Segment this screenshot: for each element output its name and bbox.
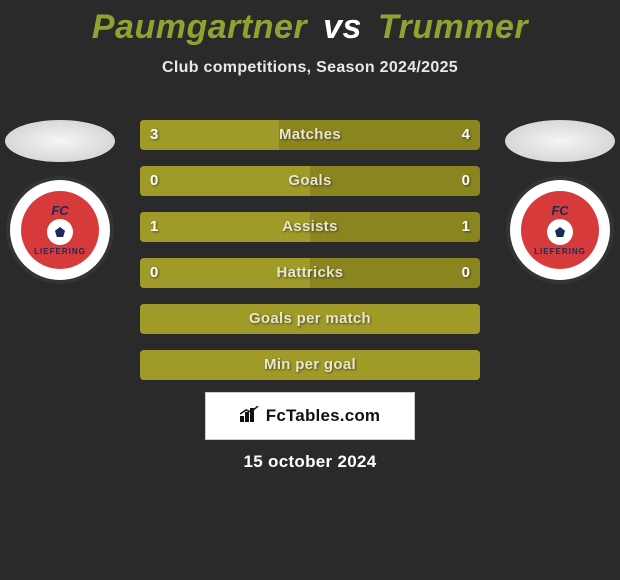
right-club-badge: FC LIEFERING bbox=[510, 180, 610, 280]
right-club-logo: FC LIEFERING bbox=[521, 191, 599, 269]
stat-left-value: 0 bbox=[140, 258, 168, 288]
stat-left-value: 0 bbox=[140, 166, 168, 196]
stat-bar-label: Goals bbox=[140, 166, 480, 196]
comparison-title: Paumgartner vs Trummer bbox=[0, 0, 620, 47]
stat-bar: Hattricks0 0 bbox=[140, 258, 480, 288]
stat-bar: Assists1 1 bbox=[140, 212, 480, 242]
stat-bar: Min per goal bbox=[140, 350, 480, 380]
right-country-badge bbox=[505, 120, 615, 162]
soccer-ball-icon bbox=[547, 219, 573, 245]
right-club-fc: FC bbox=[551, 204, 568, 217]
left-club-logo: FC LIEFERING bbox=[21, 191, 99, 269]
left-club-fc: FC bbox=[51, 204, 68, 217]
stat-bar-label: Goals per match bbox=[140, 304, 480, 334]
stat-right-value: 1 bbox=[452, 212, 480, 242]
stat-right-value: 0 bbox=[452, 166, 480, 196]
stat-bar-label: Min per goal bbox=[140, 350, 480, 380]
stat-bars: Matches34Goals00Assists11Hattricks00Goal… bbox=[140, 120, 480, 380]
soccer-ball-icon bbox=[47, 219, 73, 245]
attribution-box: FcTables.com bbox=[205, 392, 415, 440]
attribution-text: FcTables.com bbox=[266, 406, 381, 426]
stat-bar: Matches3 4 bbox=[140, 120, 480, 150]
stat-bar-label: Hattricks bbox=[140, 258, 480, 288]
right-club-name: LIEFERING bbox=[534, 247, 586, 256]
stat-bar-label: Matches bbox=[140, 120, 480, 150]
stat-right-value: 0 bbox=[452, 258, 480, 288]
left-country-badge bbox=[5, 120, 115, 162]
stat-bar: Goals0 0 bbox=[140, 166, 480, 196]
player1-name: Paumgartner bbox=[92, 8, 307, 46]
vs-text: vs bbox=[323, 8, 362, 46]
subtitle: Club competitions, Season 2024/2025 bbox=[0, 59, 620, 77]
left-club-name: LIEFERING bbox=[34, 247, 86, 256]
right-badge-column: FC LIEFERING bbox=[500, 120, 620, 280]
date-label: 15 october 2024 bbox=[0, 452, 620, 472]
stat-bar: Goals per match bbox=[140, 304, 480, 334]
stat-left-value: 3 bbox=[140, 120, 168, 150]
chart-icon bbox=[240, 406, 260, 427]
stat-left-value: 1 bbox=[140, 212, 168, 242]
player2-name: Trummer bbox=[378, 8, 528, 46]
stat-right-value: 4 bbox=[452, 120, 480, 150]
stat-bar-label: Assists bbox=[140, 212, 480, 242]
left-badge-column: FC LIEFERING bbox=[0, 120, 120, 280]
left-club-badge: FC LIEFERING bbox=[10, 180, 110, 280]
